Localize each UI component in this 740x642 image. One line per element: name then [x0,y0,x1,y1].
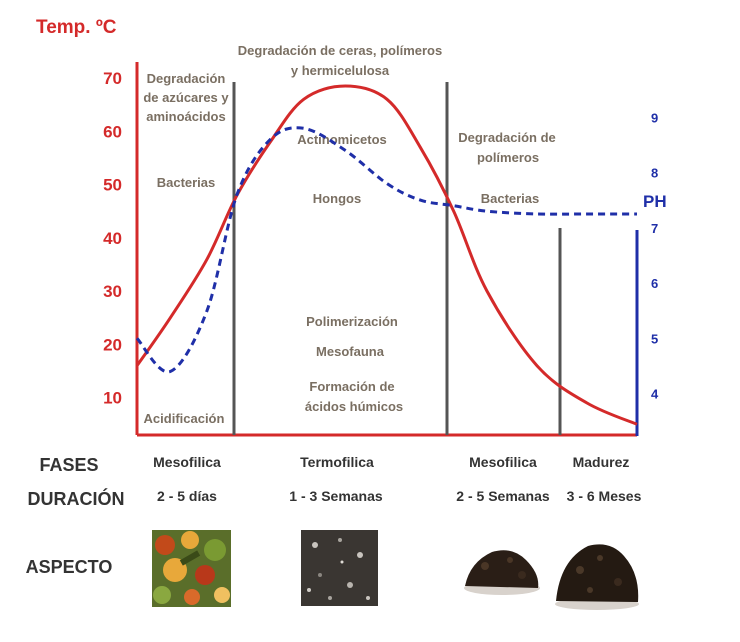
temp-axis-title: Temp. ºC [36,17,117,38]
fase-cell-2: Termofilica [300,454,374,470]
aspect-image-fresh-waste [152,530,231,607]
phase3-top-line2: polímeros [477,150,539,165]
temp-tick-label: 20 [103,335,122,354]
aspect-image-mesophilic-compost [464,550,540,595]
ph-tick-label: 6 [651,276,658,291]
ph-tick-label: 8 [651,166,658,181]
phase2-top-line1: Degradación de ceras, polímeros [238,43,442,58]
row-label-fases: FASES [39,455,98,475]
ph-axis-title: PH [643,192,667,211]
row-label-aspecto: ASPECTO [26,557,113,577]
temperature-series-line [135,84,638,426]
phase2-humic-line1: Formación de [309,379,394,394]
temp-tick-label: 30 [103,282,122,301]
temp-tick-label: 50 [103,176,122,195]
ph-tick-label: 9 [651,110,658,125]
phase1-acidification: Acidificación [144,411,225,426]
duracion-cell-3: 2 - 5 Semanas [456,488,550,504]
ph-tick-label: 7 [651,221,658,236]
phase1-top-line2: de azúcares y [143,90,229,105]
phase1-top-line1: Degradación [147,71,226,86]
ph-series-line [135,126,637,374]
aspect-image-thermophilic-compost [301,530,378,606]
duracion-cell-2: 1 - 3 Semanas [289,488,383,504]
fase-cell-3: Mesofilica [469,454,537,470]
temp-tick-label: 10 [103,389,122,408]
phase1-bacteria: Bacterias [157,175,216,190]
aspect-image-mature-compost [555,544,639,610]
phase2-actinomycetes: Actinomicetos [297,132,387,147]
temp-tick-label: 40 [103,229,122,248]
fase-cell-4: Madurez [573,454,630,470]
row-label-duracion: DURACIÓN [28,488,125,509]
duracion-cell-1: 2 - 5 días [157,488,217,504]
duracion-cell-4: 3 - 6 Meses [567,488,642,504]
temp-tick-label: 70 [103,69,122,88]
phase3-bacteria: Bacterias [481,191,540,206]
ph-tick-label: 5 [651,331,658,346]
phase2-mesofauna: Mesofauna [316,344,385,359]
ph-tick-label: 4 [651,387,659,402]
phase2-top-line2: y hermicelulosa [291,63,390,78]
phase2-polymerization: Polimerización [306,314,398,329]
phase3-top-line1: Degradación de [458,130,556,145]
phase2-humic-line2: ácidos húmicos [305,399,403,414]
temp-tick-label: 60 [103,122,122,141]
phase2-fungi: Hongos [313,191,361,206]
fase-cell-1: Mesofilica [153,454,221,470]
phase1-top-line3: aminoácidos [146,109,225,124]
